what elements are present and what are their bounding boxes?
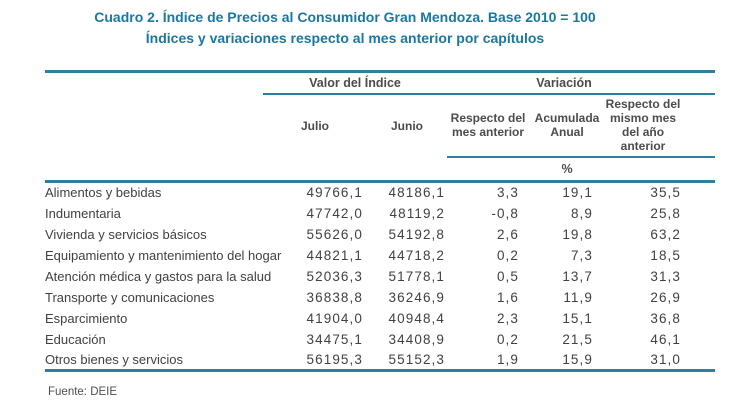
capitulo-cell: Educación xyxy=(45,331,106,347)
acumulada-value: 19,8 xyxy=(562,226,594,242)
respecto-anio-value: 25,8 xyxy=(650,205,682,221)
junio-value: 40948,4 xyxy=(388,310,446,326)
table-row: Indumentaria 47742,0 48119,2 -0,8 8,9 25… xyxy=(45,203,715,224)
junio-value: 44718,2 xyxy=(388,247,446,263)
group-header-spacer xyxy=(45,72,263,94)
capitulo-cell: Otros bienes y servicios xyxy=(45,351,183,367)
table-row: Educación 34475,1 34408,9 0,2 21,5 46,1 xyxy=(45,329,715,350)
julio-value: 36838,8 xyxy=(306,289,363,305)
respecto-anio-value: 18,5 xyxy=(650,247,682,263)
acumulada-value: 8,9 xyxy=(570,205,594,221)
column-header-respecto-mes-anterior: Respecto del mes anterior xyxy=(450,111,526,139)
respecto-anio-value: 26,9 xyxy=(650,289,682,305)
column-header-acumulada-anual: Acumulada Anual xyxy=(534,111,600,139)
table-row: Equipamiento y mantenimiento del hogar 4… xyxy=(45,245,715,266)
junio-value: 36246,9 xyxy=(388,289,446,305)
table-row: Transporte y comunicaciones 36838,8 3624… xyxy=(45,287,715,308)
junio-value: 51778,1 xyxy=(388,268,446,284)
junio-value: 54192,8 xyxy=(388,226,446,242)
acumulada-value: 11,9 xyxy=(563,289,594,305)
column-header-respecto-anio-anterior: Respecto del mismo mes del año anterior xyxy=(605,97,681,153)
junio-value: 34408,9 xyxy=(388,331,446,347)
title-line-2: Índices y variaciones respecto al mes an… xyxy=(145,30,545,46)
respecto-anio-value: 46,1 xyxy=(650,331,682,347)
column-header-julio: Julio xyxy=(300,118,329,133)
julio-value: 44821,1 xyxy=(306,247,363,263)
table-row: Alimentos y bebidas 49766,1 48186,1 3,3 … xyxy=(45,182,715,203)
respecto-anio-value: 63,2 xyxy=(650,226,682,242)
capitulo-cell: Esparcimiento xyxy=(45,310,128,326)
unit-row-cell xyxy=(605,155,716,183)
capitulo-cell: Atención médica y gastos para la salud xyxy=(45,268,272,284)
julio-value: 41904,0 xyxy=(306,310,363,326)
acumulada-value: 21,5 xyxy=(562,331,594,347)
capitulo-cell: Transporte y comunicaciones xyxy=(45,289,215,305)
junio-value: 55152,3 xyxy=(388,351,446,367)
unit-percent-label: % xyxy=(529,155,606,183)
julio-value: 52036,3 xyxy=(306,268,363,284)
julio-value: 47742,0 xyxy=(306,205,363,221)
acumulada-value: 13,7 xyxy=(562,268,594,284)
acumulada-value: 15,9 xyxy=(562,351,594,367)
respecto-mes-value: 1,6 xyxy=(496,289,520,305)
respecto-anio-value: 31,3 xyxy=(650,268,682,284)
julio-value: 55626,0 xyxy=(306,226,363,242)
column-header-junio: Junio xyxy=(391,118,423,133)
source-note: Fuente: DEIE xyxy=(48,386,118,398)
respecto-mes-value: 0,2 xyxy=(496,247,520,263)
group-header-variacion: Variación xyxy=(447,71,716,95)
price-index-table: Valor del Índice Variación Julio Junio R… xyxy=(45,70,716,372)
unit-row-spacer xyxy=(263,156,367,183)
junio-value: 48186,1 xyxy=(388,185,446,201)
table-row: Vivienda y servicios básicos 55626,0 541… xyxy=(45,224,715,245)
table-row: Otros bienes y servicios 56195,3 55152,3… xyxy=(45,350,715,371)
column-header-spacer xyxy=(45,94,263,157)
capitulo-cell: Indumentaria xyxy=(45,205,121,221)
respecto-mes-value: 0,2 xyxy=(496,331,520,347)
capitulo-cell: Equipamiento y mantenimiento del hogar xyxy=(45,247,282,263)
respecto-anio-value: 35,5 xyxy=(650,185,682,201)
unit-row: % xyxy=(45,155,716,183)
respecto-mes-value: 2,6 xyxy=(496,226,520,242)
unit-row-spacer xyxy=(367,156,448,183)
respecto-mes-value: 0,5 xyxy=(496,268,520,284)
unit-row-cell xyxy=(447,155,530,183)
price-index-table-container: Valor del Índice Variación Julio Junio R… xyxy=(45,70,716,372)
column-header-row: Julio Junio Respecto del mes anterior Ac… xyxy=(45,94,715,157)
junio-value: 48119,2 xyxy=(389,205,446,221)
acumulada-value: 15,1 xyxy=(562,310,594,326)
table-row: Esparcimiento 41904,0 40948,4 2,3 15,1 3… xyxy=(45,308,715,329)
julio-value: 49766,1 xyxy=(306,185,363,201)
acumulada-value: 7,3 xyxy=(570,247,594,263)
group-header-row: Valor del Índice Variación xyxy=(45,71,716,95)
respecto-mes-value: 3,3 xyxy=(496,185,520,201)
table-row: Atención médica y gastos para la salud 5… xyxy=(45,266,715,287)
title-line-1: Cuadro 2. Índice de Precios al Consumido… xyxy=(94,9,596,25)
respecto-mes-value: 1,9 xyxy=(496,351,520,367)
respecto-mes-value: -0,8 xyxy=(491,205,520,221)
respecto-anio-value: 31,0 xyxy=(650,351,682,367)
respecto-mes-value: 2,3 xyxy=(496,310,520,326)
document-title: Cuadro 2. Índice de Precios al Consumido… xyxy=(0,7,690,49)
group-header-valor-del-indice: Valor del Índice xyxy=(263,71,448,95)
capitulo-cell: Vivienda y servicios básicos xyxy=(45,226,207,242)
julio-value: 56195,3 xyxy=(306,351,363,367)
acumulada-value: 19,1 xyxy=(562,185,594,201)
unit-row-spacer xyxy=(45,156,263,183)
respecto-anio-value: 36,8 xyxy=(650,310,682,326)
capitulo-cell: Alimentos y bebidas xyxy=(45,185,162,201)
julio-value: 34475,1 xyxy=(306,331,363,347)
